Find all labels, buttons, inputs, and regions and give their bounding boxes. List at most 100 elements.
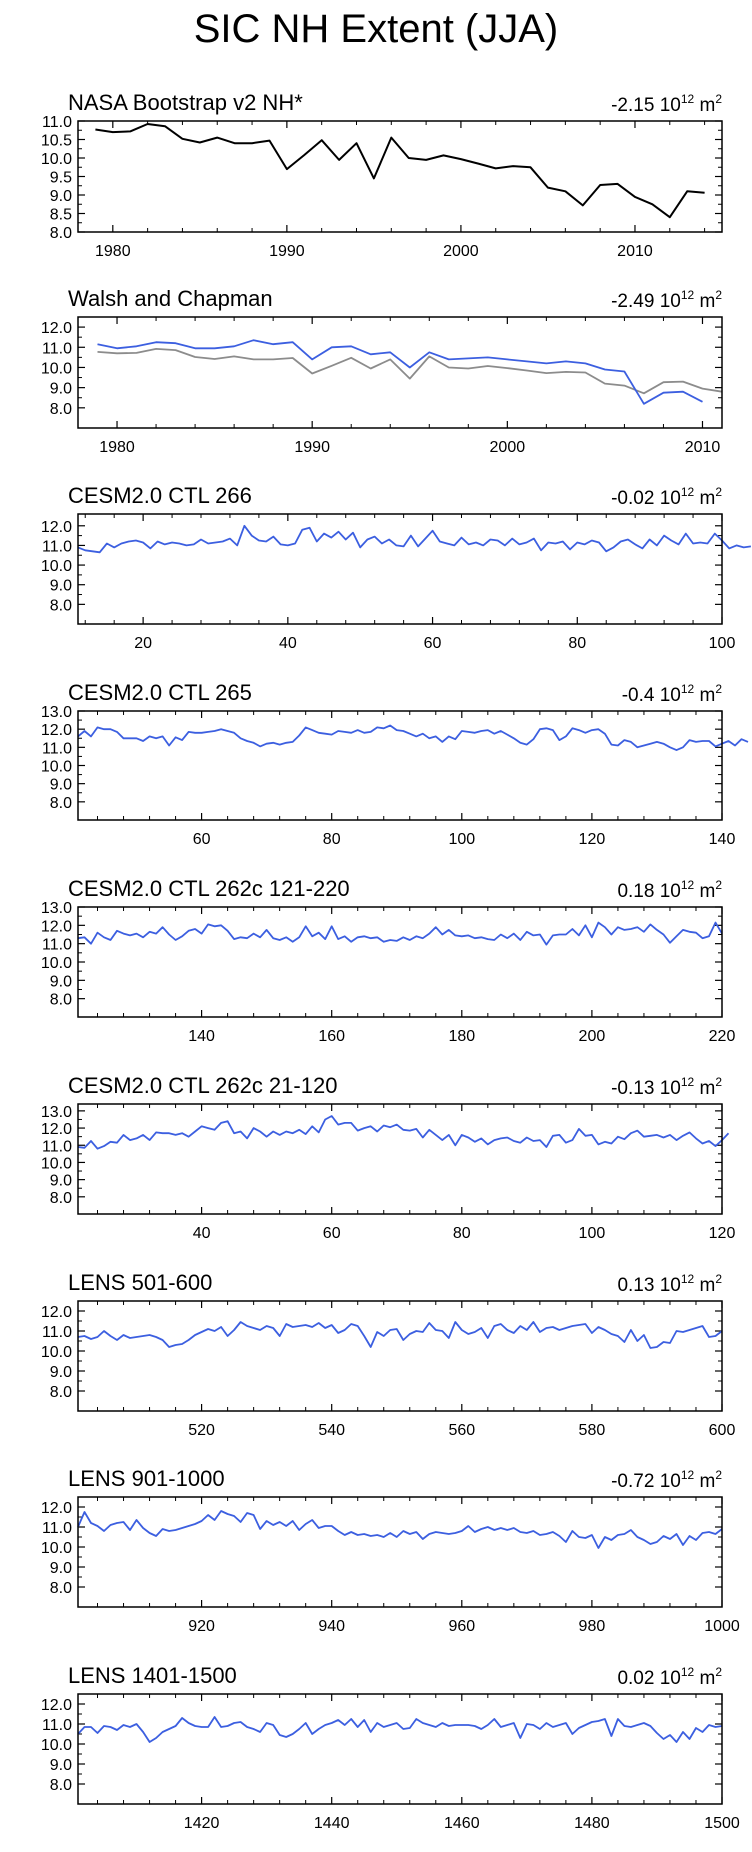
trend-value: -0.13 10 xyxy=(611,1078,681,1099)
trend-unit: m xyxy=(694,1668,715,1689)
trend-unit-exponent: 2 xyxy=(715,1272,722,1286)
trend-annotation: 0.13 1012 m2 xyxy=(617,1272,722,1296)
y-tick-label: 9.0 xyxy=(50,1364,72,1381)
x-tick-label: 1000 xyxy=(704,1618,740,1635)
trend-exponent: 12 xyxy=(681,1665,695,1679)
y-tick-label: 11.0 xyxy=(42,1324,72,1341)
x-tick-label: 80 xyxy=(323,831,341,848)
y-tick-label: 9.0 xyxy=(50,1757,72,1774)
x-tick-label: 180 xyxy=(448,1028,475,1045)
x-tick-label: 980 xyxy=(579,1618,606,1635)
y-tick-label: 12.0 xyxy=(41,1500,72,1517)
series-line-model xyxy=(77,1510,723,1549)
panel-8: LENS 901-1000 -0.72 1012 m2 8.0 9.0 10.0 11.0… xyxy=(41,1466,740,1635)
trend-unit: m xyxy=(694,1275,715,1296)
series-line-overlay xyxy=(97,347,723,395)
x-tick-label: 200 xyxy=(579,1028,606,1045)
x-tick-label: 960 xyxy=(448,1618,475,1635)
x-tick-label: 140 xyxy=(188,1028,215,1045)
panel-title: NASA Bootstrap v2 NH* xyxy=(68,90,303,115)
x-tick-label: 100 xyxy=(579,1225,606,1242)
y-tick-label: 8.0 xyxy=(50,1777,72,1794)
plot-frame xyxy=(77,120,723,233)
x-tick-label: 20 xyxy=(134,635,152,652)
trend-unit: m xyxy=(694,95,715,116)
plot-frame xyxy=(77,1693,723,1805)
panel-title: LENS 901-1000 xyxy=(68,1466,225,1491)
trend-annotation: -0.02 1012 m2 xyxy=(611,485,722,509)
series-line-model xyxy=(77,1115,730,1150)
y-tick-label: 9.0 xyxy=(50,777,72,794)
y-tick-label: 8.0 xyxy=(50,597,72,614)
x-tick-label: 920 xyxy=(188,1618,215,1635)
x-tick-label: 580 xyxy=(579,1422,606,1439)
trend-unit-exponent: 2 xyxy=(715,288,722,302)
trend-exponent: 12 xyxy=(681,878,695,892)
y-tick-label: 11.0 xyxy=(42,937,72,954)
trend-value: -0.4 10 xyxy=(622,685,681,706)
x-tick-label: 160 xyxy=(318,1028,345,1045)
series-line-model xyxy=(77,1321,723,1349)
y-tick-label: 12.0 xyxy=(41,918,72,935)
x-tick-label: 2010 xyxy=(685,439,721,456)
y-tick-label: 9.0 xyxy=(50,1173,72,1190)
y-tick-label: 9.5 xyxy=(50,170,72,187)
x-tick-label: 80 xyxy=(568,635,586,652)
x-tick-label: 600 xyxy=(709,1422,736,1439)
x-tick-label: 60 xyxy=(424,635,442,652)
x-tick-label: 1990 xyxy=(294,439,330,456)
y-tick-label: 10.0 xyxy=(41,558,72,575)
y-tick-label: 8.0 xyxy=(50,225,72,242)
x-tick-label: 60 xyxy=(323,1225,341,1242)
trend-unit-exponent: 2 xyxy=(715,92,722,106)
y-tick-label: 8.0 xyxy=(50,992,72,1009)
y-tick-label: 11.0 xyxy=(42,114,72,131)
trend-unit: m xyxy=(694,881,715,902)
y-tick-label: 10.0 xyxy=(41,151,72,168)
x-tick-label: 1990 xyxy=(269,243,305,260)
y-tick-label: 10.5 xyxy=(41,133,72,150)
figure-title: SIC NH Extent (JJA) xyxy=(194,7,559,51)
x-tick-label: 540 xyxy=(318,1422,345,1439)
series-line-model xyxy=(97,339,703,405)
trend-annotation: -0.4 1012 m2 xyxy=(622,682,723,706)
plot-frame xyxy=(77,1496,723,1608)
x-tick-label: 1500 xyxy=(704,1815,740,1832)
x-tick-label: 1460 xyxy=(444,1815,480,1832)
series-line-model xyxy=(77,724,749,751)
panel-9: LENS 1401-1500 0.02 1012 m2 8.0 9.0 10.0 11.0… xyxy=(41,1663,740,1832)
x-tick-label: 140 xyxy=(709,831,736,848)
panel-title: CESM2.0 CTL 262c 121-220 xyxy=(68,876,350,901)
y-tick-label: 13.0 xyxy=(41,900,72,917)
y-tick-label: 12.0 xyxy=(41,519,72,536)
y-tick-label: 12.0 xyxy=(41,320,72,337)
y-tick-label: 11.0 xyxy=(42,740,72,757)
panel-4: CESM2.0 CTL 265 -0.4 1012 m2 8.09.010.0 11.… xyxy=(41,680,749,848)
x-tick-label: 560 xyxy=(448,1422,475,1439)
trend-unit-exponent: 2 xyxy=(715,1075,722,1089)
x-tick-label: 1420 xyxy=(184,1815,220,1832)
panel-3: CESM2.0 CTL 266 -0.02 1012 m2 8.0 9.0 10.0 11… xyxy=(41,483,752,652)
series-line-model xyxy=(77,1716,723,1743)
y-tick-label: 10.0 xyxy=(41,759,72,776)
trend-exponent: 12 xyxy=(681,485,695,499)
trend-value: 0.02 10 xyxy=(617,1668,680,1689)
x-tick-label: 1980 xyxy=(99,439,135,456)
y-tick-label: 10.0 xyxy=(41,1344,72,1361)
y-tick-label: 10.0 xyxy=(41,1737,72,1754)
trend-value: 0.18 10 xyxy=(617,881,680,902)
trend-unit-exponent: 2 xyxy=(715,1468,722,1482)
x-tick-label: 120 xyxy=(579,831,606,848)
trend-value: -2.15 10 xyxy=(611,95,681,116)
series-line-model xyxy=(77,921,723,946)
y-tick-label: 9.0 xyxy=(50,1560,72,1577)
y-tick-label: 13.0 xyxy=(41,1104,72,1121)
y-tick-label: 12.0 xyxy=(41,1304,72,1321)
plot-frame xyxy=(77,316,723,429)
trend-annotation: -0.13 1012 m2 xyxy=(611,1075,722,1099)
y-tick-label: 10.0 xyxy=(41,1540,72,1557)
plot-frame xyxy=(77,1300,723,1412)
x-tick-label: 940 xyxy=(318,1618,345,1635)
x-tick-label: 1480 xyxy=(574,1815,610,1832)
